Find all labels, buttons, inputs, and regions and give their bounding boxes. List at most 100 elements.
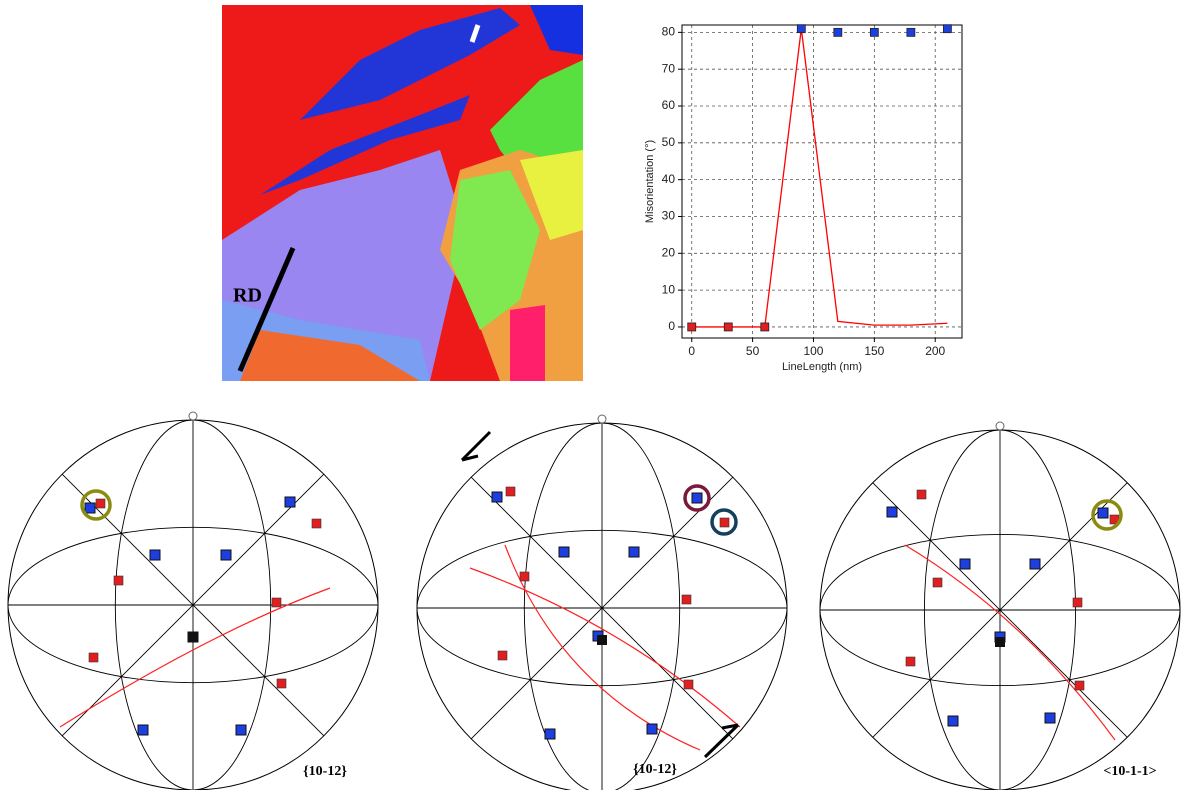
pole-red [505,486,516,497]
trace [59,587,331,728]
pole-blue [1044,712,1056,724]
pole-blue [137,724,149,736]
shear-arrow [460,430,492,462]
pole-blue [646,723,658,735]
pole-red [497,650,508,661]
pole-figure-label: {10-12} [633,762,677,777]
highlight [80,489,112,521]
y-axis-label: Misorientation (°) [644,140,656,223]
trace [904,544,1116,741]
pole-figures: {10-12} {10-12} <10-1-1> [7,411,1181,790]
pole-red [1074,680,1085,691]
pole-red [271,597,282,608]
grain [240,330,420,381]
marker [906,27,916,37]
line-chart: 0 10 20 30 40 50 60 70 80 0 50 100 150 200 LineLength … [644,24,963,373]
pole-red [932,577,943,588]
pole-blue [491,491,503,503]
pole-blue [959,558,971,570]
pole-blue [1097,507,1109,519]
pole-blue [691,492,703,504]
y-tick-label: 50 [662,135,676,149]
pole-blue [947,715,959,727]
x-tick-label: 150 [864,344,884,358]
pole-red [519,571,530,582]
pole-center [188,632,198,642]
grain [450,170,540,330]
y-tick-label: 30 [662,209,676,223]
ebsd-map: RD [222,5,583,381]
grain [530,5,583,55]
pole-red [719,517,730,528]
great-circle [7,526,379,684]
trace [504,544,701,751]
pole-red [683,679,694,690]
rd-line [237,247,296,372]
x-tick-label: 0 [688,344,695,358]
highlight [683,484,711,512]
marker [760,322,770,332]
pole-red [95,498,106,509]
y-tick-label: 10 [662,282,676,296]
pole-blue [84,502,96,514]
marker [942,24,952,34]
pole-figure-label: {10-12} [303,764,347,779]
pole-red [113,575,124,586]
pole-blue [235,724,247,736]
x-tick-label: 100 [803,344,823,358]
pole-center [597,635,607,645]
pole-dot [597,414,607,424]
shear-arrow [703,723,740,759]
pole-blue [284,496,296,508]
data-line [691,28,948,328]
pole-blue [544,728,556,740]
scan-line [469,24,481,43]
pole-blue [558,546,570,558]
grain [510,305,545,381]
x-axis-label: LineLength (nm) [782,361,862,373]
highlight [1091,499,1123,531]
pole-center [995,637,1005,647]
grain [260,95,470,195]
pole-red [905,656,916,667]
great-circle [819,533,1181,687]
great-circle [61,473,325,737]
great-circle [470,476,734,740]
marker [796,24,806,34]
pole-red [916,489,927,500]
y-tick-label: 70 [662,61,676,75]
highlight [710,508,738,536]
marker [723,322,733,332]
pole-blue [220,549,232,561]
pole-figure-label: <10-1-1> [1103,764,1156,779]
map-label: RD [233,285,262,307]
pole-blue [149,549,161,561]
x-tick-label: 50 [746,344,760,358]
y-tick-label: 80 [662,25,676,39]
pole-blue [628,546,640,558]
great-circle [416,529,788,687]
trace [469,567,741,728]
pole-dot [188,411,198,421]
y-tick-label: 20 [662,245,676,259]
pole-red [276,678,287,689]
grain [300,8,520,120]
marker [869,27,879,37]
pole-red [681,594,692,605]
plot-frame [681,24,963,339]
x-tick-label: 200 [925,344,945,358]
pole-dot [995,421,1005,431]
pole-red [311,518,322,529]
y-tick-label: 40 [662,172,676,186]
great-circle [872,482,1128,738]
y-tick-label: 60 [662,98,676,112]
marker [687,322,697,332]
pole-red [1072,597,1083,608]
pole-blue [1029,558,1041,570]
pole-red [88,652,99,663]
pole-blue [886,506,898,518]
marker [833,27,843,37]
y-tick-label: 0 [668,319,675,333]
grain [520,150,583,240]
